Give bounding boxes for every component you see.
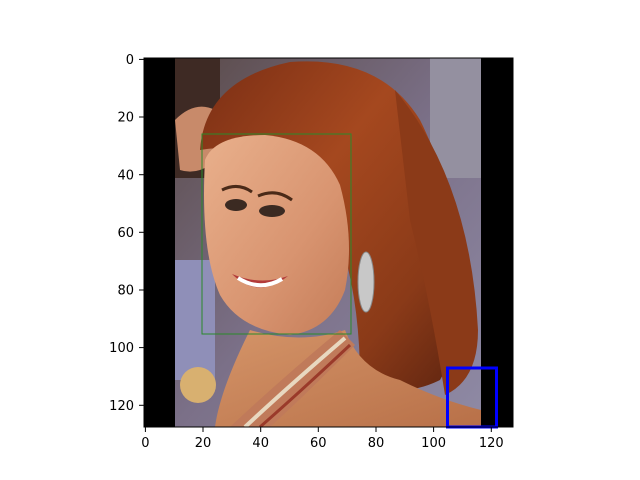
- ornament-shape: [180, 367, 216, 403]
- y-tick-label: 80: [117, 284, 134, 299]
- y-tick-label: 20: [117, 111, 134, 126]
- right-eye: [259, 205, 285, 217]
- x-tick-label: 20: [195, 436, 212, 451]
- right-padding: [481, 58, 513, 427]
- y-tick-label: 40: [117, 168, 134, 183]
- left-eye: [225, 199, 247, 211]
- y-tick-label: 0: [126, 53, 134, 68]
- y-axis: 0 20 40 60 80 100 120: [109, 53, 144, 414]
- x-tick-label: 100: [421, 436, 446, 451]
- axes-frame: [143, 57, 514, 428]
- photo-image: [144, 58, 513, 427]
- x-tick-label: 80: [368, 436, 385, 451]
- face-bounding-box: [201, 133, 352, 335]
- earring-shape: [357, 251, 375, 313]
- x-tick-label: 40: [252, 436, 269, 451]
- x-tick-label: 120: [479, 436, 504, 451]
- y-tick-label: 60: [117, 226, 134, 241]
- x-axis: 0 20 40 60 80 100 120: [141, 427, 504, 451]
- y-tick-label: 120: [109, 399, 134, 414]
- left-padding: [144, 58, 175, 427]
- x-tick-label: 60: [310, 436, 327, 451]
- face-shape: [204, 135, 349, 335]
- y-tick-label: 100: [109, 341, 134, 356]
- x-tick-label: 0: [141, 436, 149, 451]
